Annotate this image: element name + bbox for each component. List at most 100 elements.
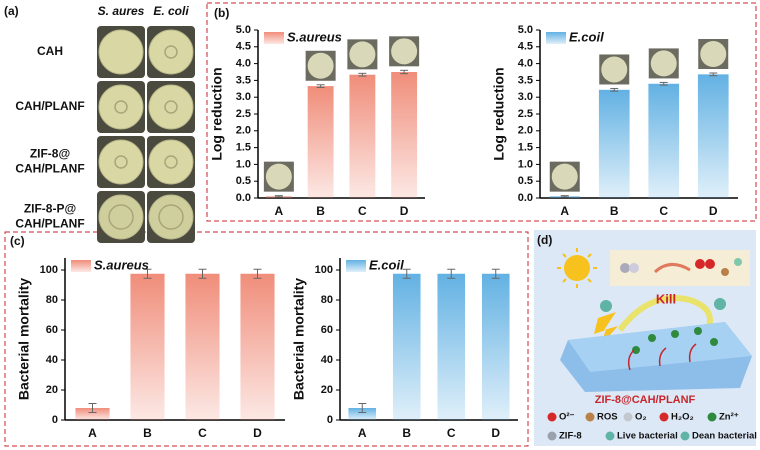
- row-label: ZIF-8@: [30, 147, 70, 161]
- y-tick-label: 80: [46, 294, 58, 306]
- column-label: E. coli: [153, 4, 189, 18]
- panel-b-frame: [206, 2, 757, 222]
- y-tick-label: 1.0: [236, 158, 251, 170]
- inset-dish: [349, 41, 376, 68]
- row-label: CAH/PLANF: [15, 162, 84, 176]
- inset-dish: [265, 163, 292, 190]
- bar: [240, 273, 275, 420]
- y-axis-label: Bacterial mortality: [16, 278, 32, 400]
- legend-label: O²⁻: [559, 412, 575, 423]
- petri-dish: [98, 29, 144, 75]
- inset-dish: [601, 56, 628, 83]
- x-tick-label: B: [402, 426, 411, 440]
- inset-dish: [391, 38, 418, 65]
- y-tick-label: 40: [46, 354, 58, 366]
- petri-dish: [98, 84, 144, 130]
- inset-dish: [551, 163, 578, 190]
- inhibition-zone: [114, 155, 128, 169]
- row-label: CAH/PLANF: [15, 99, 84, 113]
- legend-swatch: [264, 32, 284, 44]
- legend-icon: [547, 412, 557, 422]
- legend-label: ZIF-8: [559, 431, 582, 442]
- material-label: ZIF-8@CAH/PLANF: [595, 394, 696, 406]
- x-tick-label: B: [143, 426, 152, 440]
- x-tick-label: C: [358, 204, 367, 218]
- legend-label: Dean bacterial: [692, 431, 757, 442]
- bar: [307, 86, 334, 198]
- y-tick-label: 40: [321, 354, 333, 366]
- x-tick-label: B: [610, 204, 619, 218]
- inset-dish: [650, 50, 677, 77]
- y-tick-label: 2.0: [518, 125, 533, 137]
- petri-dish: [98, 139, 144, 185]
- y-tick-label: 3.0: [236, 91, 251, 103]
- row-label: CAH: [37, 44, 63, 58]
- x-tick-label: D: [400, 204, 409, 218]
- x-tick-label: C: [659, 204, 668, 218]
- panel-label: (c): [10, 234, 25, 248]
- petri-dish: [148, 84, 194, 130]
- legend-label: O₂: [635, 412, 647, 423]
- y-tick-label: 2.5: [236, 108, 251, 120]
- legend-label: Live bacterial: [617, 431, 678, 442]
- y-tick-label: 3.5: [518, 74, 533, 86]
- bar: [75, 408, 110, 420]
- bar: [392, 273, 421, 420]
- petri-dish: [98, 194, 144, 240]
- x-tick-label: A: [358, 426, 367, 440]
- legend-swatch: [71, 260, 91, 272]
- y-tick-label: 0.0: [236, 192, 251, 204]
- y-tick-label: 1.5: [236, 142, 251, 154]
- y-tick-label: 4.5: [236, 41, 251, 53]
- inhibition-zone: [164, 155, 178, 169]
- y-tick-label: 3.5: [236, 74, 251, 86]
- y-tick-label: 20: [321, 384, 333, 396]
- y-tick-label: 4.0: [518, 58, 533, 70]
- y-tick-label: 60: [46, 324, 58, 336]
- y-tick-label: 4.5: [518, 41, 533, 53]
- y-tick-label: 1.0: [518, 158, 533, 170]
- inset-dish: [307, 52, 334, 79]
- x-tick-label: C: [198, 426, 207, 440]
- bar: [185, 273, 220, 420]
- legend-label: E.coil: [569, 29, 604, 44]
- legend-label: S.aureus: [94, 257, 149, 272]
- legend-icon: [659, 412, 669, 422]
- y-tick-label: 60: [321, 324, 333, 336]
- inset-dish: [700, 41, 727, 68]
- panel-label: (b): [214, 6, 229, 20]
- column-label: S. aures: [98, 4, 145, 18]
- y-tick-label: 100: [40, 264, 58, 276]
- inhibition-zone: [164, 45, 178, 59]
- y-axis-label: Log reduction: [491, 67, 507, 160]
- x-tick-label: D: [253, 426, 262, 440]
- y-tick-label: 0.0: [518, 192, 533, 204]
- legend-icon: [605, 431, 615, 441]
- x-tick-label: D: [491, 426, 500, 440]
- panel-label: (d): [537, 233, 552, 247]
- legend-icon: [707, 412, 717, 422]
- legend-icon: [680, 431, 690, 441]
- y-tick-label: 0: [52, 414, 58, 426]
- x-tick-label: C: [447, 426, 456, 440]
- bar: [349, 74, 376, 198]
- bar: [697, 74, 729, 198]
- bar: [648, 83, 680, 198]
- legend-icon: [585, 412, 595, 422]
- legend-label: E.coil: [369, 257, 404, 272]
- panel-label: (a): [4, 4, 19, 18]
- legend-label: ROS: [597, 412, 618, 423]
- x-tick-label: A: [560, 204, 569, 218]
- y-tick-label: 5.0: [236, 24, 251, 36]
- y-tick-label: 4.0: [236, 58, 251, 70]
- x-tick-label: B: [316, 204, 325, 218]
- petri-dish: [148, 29, 194, 75]
- inhibition-zone: [114, 100, 128, 114]
- bar: [481, 273, 510, 420]
- legend-label: Zn²⁺: [719, 412, 739, 423]
- y-axis-label: Log reduction: [209, 67, 225, 160]
- legend-swatch: [346, 260, 366, 272]
- legend-swatch: [546, 32, 566, 44]
- bar: [598, 89, 630, 198]
